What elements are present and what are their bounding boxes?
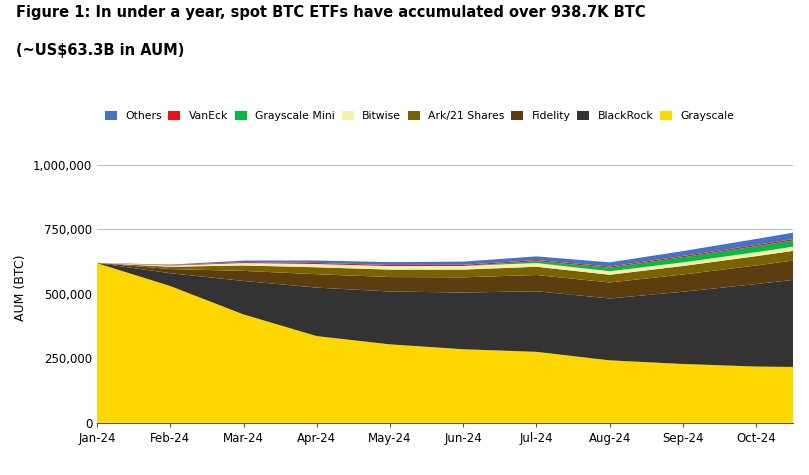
Text: (~US$63.3B in AUM): (~US$63.3B in AUM) bbox=[16, 43, 184, 58]
Y-axis label: AUM (BTC): AUM (BTC) bbox=[15, 254, 28, 321]
Text: Figure 1: In under a year, spot BTC ETFs have accumulated over 938.7K BTC: Figure 1: In under a year, spot BTC ETFs… bbox=[16, 5, 646, 20]
Legend: Others, VanEck, Grayscale Mini, Bitwise, Ark/21 Shares, Fidelity, BlackRock, Gra: Others, VanEck, Grayscale Mini, Bitwise,… bbox=[103, 109, 737, 123]
